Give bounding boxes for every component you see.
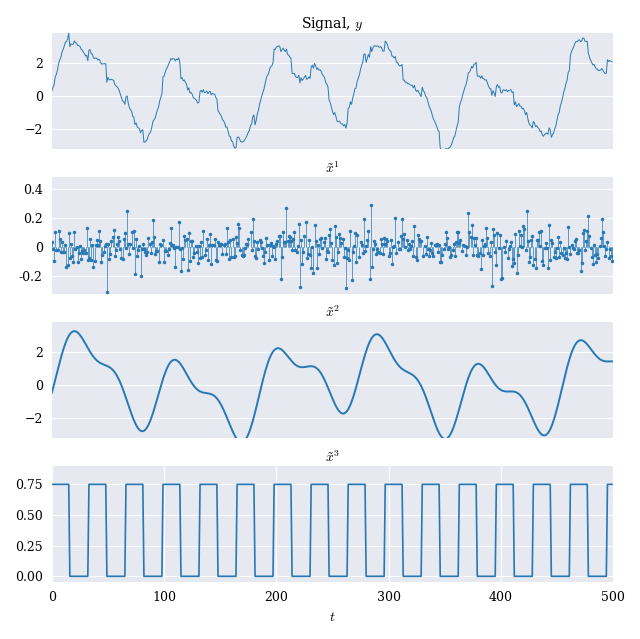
Title: Signal, $y$: Signal, $y$ [301,15,364,33]
Title: $\tilde{x}^2$: $\tilde{x}^2$ [325,305,340,321]
Title: $\tilde{x}^3$: $\tilde{x}^3$ [325,449,340,465]
Title: $\tilde{x}^1$: $\tilde{x}^1$ [325,160,340,176]
X-axis label: $t$: $t$ [329,610,336,624]
